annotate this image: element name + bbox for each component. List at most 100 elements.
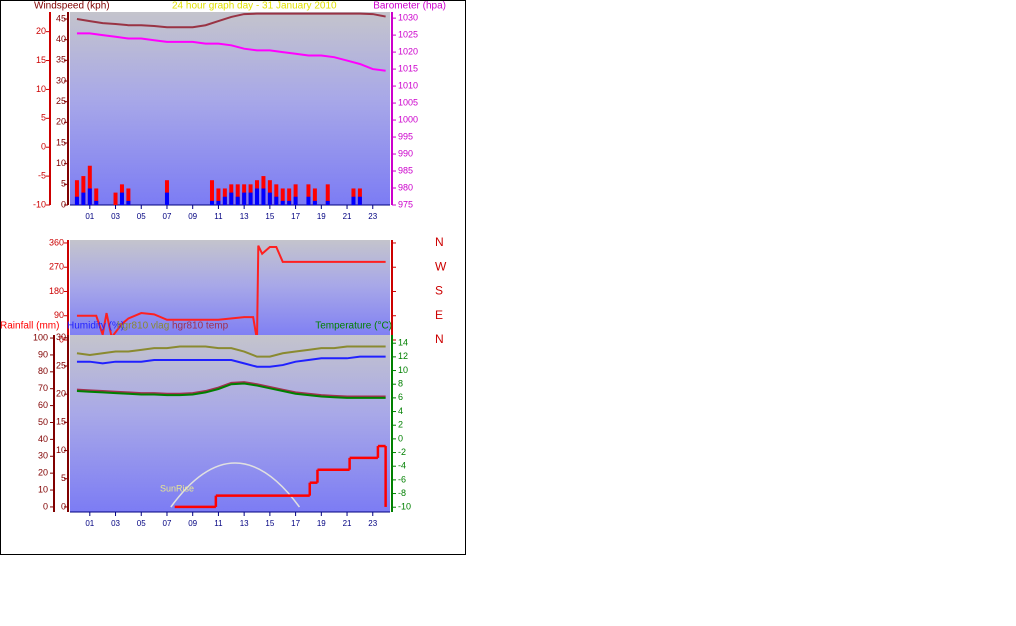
x-tick-label: 19 (317, 519, 326, 528)
bar (74, 196, 79, 205)
bar (280, 188, 285, 205)
y2-tick-label: 6 (398, 392, 403, 402)
bar (287, 200, 292, 205)
bar (222, 188, 227, 205)
y-tick-label: 5 (61, 179, 66, 189)
y-tick-label: 25 (56, 96, 66, 106)
bar (351, 188, 356, 205)
bar (81, 176, 86, 205)
y3-tick-label: 20 (56, 389, 66, 399)
x-tick-label: 07 (163, 519, 172, 528)
annotation: SunRise (160, 483, 194, 493)
bar (74, 180, 79, 205)
y2-tick-label: 14 (398, 338, 408, 348)
y-tick-label: 30 (56, 75, 66, 85)
line (76, 345, 386, 358)
y2-tick-label: N (435, 235, 444, 249)
y-tick-label: 20 (56, 117, 66, 127)
y2-tick-label: 1025 (398, 29, 418, 39)
bar (274, 196, 279, 205)
bar (325, 184, 330, 205)
bar (325, 200, 330, 205)
bar (164, 192, 169, 205)
x-tick-label: 13 (240, 519, 249, 528)
plot-area (70, 12, 390, 205)
x-tick-label: 19 (317, 212, 326, 221)
line (76, 245, 386, 341)
line (76, 382, 386, 399)
y2-tick-label: 8 (398, 379, 403, 389)
plot-area (70, 335, 390, 512)
y-tick-label: 10 (38, 484, 48, 494)
y-tick-label: 0 (61, 199, 66, 209)
bar (94, 200, 99, 205)
y3-tick-label: 15 (36, 55, 46, 65)
bar (287, 188, 292, 205)
y-tick-label: 20 (38, 468, 48, 478)
bar (293, 196, 298, 205)
line (76, 12, 386, 29)
x-tick-label: 23 (368, 519, 377, 528)
x-tick-label: 15 (265, 519, 274, 528)
bar (351, 196, 356, 205)
y2-tick-label: 12 (398, 351, 408, 361)
legend-entry: Temperature (°C) (315, 321, 392, 332)
y2-tick-label: E (435, 308, 443, 322)
bar (87, 188, 92, 205)
y3-tick-label: -10 (33, 199, 46, 209)
y-tick-label: 40 (38, 434, 48, 444)
y2-tick-label: -6 (398, 474, 406, 484)
y-tick-label: 90 (54, 310, 64, 320)
y3-tick-label: 10 (36, 84, 46, 94)
bar (357, 188, 362, 205)
y2-tick-label: -4 (398, 461, 406, 471)
y3-tick-label: 0 (41, 142, 46, 152)
bar (216, 188, 221, 205)
legend-entry: Humidity (%) (67, 321, 124, 332)
x-tick-label: 17 (291, 212, 300, 221)
y2-tick-label: S (435, 284, 443, 298)
y-tick-label: 90 (38, 349, 48, 359)
bar (209, 180, 214, 205)
y-tick-label: 270 (49, 262, 64, 272)
bar (81, 192, 86, 205)
y2-tick-label: W (435, 259, 447, 273)
x-tick-label: 03 (111, 212, 120, 221)
x-tick-label: 13 (240, 212, 249, 221)
bar (293, 184, 298, 205)
y2-tick-label: 1015 (398, 63, 418, 73)
x-tick-label: 15 (265, 212, 274, 221)
bar (119, 192, 124, 205)
bar (235, 196, 240, 205)
line (76, 381, 386, 398)
x-tick-label: 05 (137, 519, 146, 528)
x-tick-label: 11 (214, 519, 223, 528)
y2-tick-label: 975 (398, 199, 413, 209)
bar (222, 196, 227, 205)
bar (280, 200, 285, 205)
bar (94, 188, 99, 205)
x-tick-label: 05 (137, 212, 146, 221)
y-tick-label: 10 (56, 158, 66, 168)
y2-tick-label: 1010 (398, 80, 418, 90)
x-tick-label: 23 (368, 212, 377, 221)
y-tick-label: 45 (56, 13, 66, 23)
x-tick-label: 01 (85, 519, 94, 528)
y-tick-label: 50 (38, 417, 48, 427)
y-tick-label: 40 (56, 34, 66, 44)
y2-tick-label: 990 (398, 148, 413, 158)
legend-entry: hgr810 vlag (117, 321, 169, 332)
bar (229, 192, 234, 205)
y2-tick-label: 2 (398, 420, 403, 430)
y-tick-label: 0 (43, 501, 48, 511)
y-tick-label: 360 (49, 237, 64, 247)
y3-tick-label: 30 (56, 332, 66, 342)
bar (255, 188, 260, 205)
y3-tick-label: 15 (56, 417, 66, 427)
bar (312, 188, 317, 205)
x-tick-label: 07 (163, 212, 172, 221)
y2-tick-label: 995 (398, 131, 413, 141)
line (76, 32, 386, 72)
x-tick-label: 03 (111, 519, 120, 528)
